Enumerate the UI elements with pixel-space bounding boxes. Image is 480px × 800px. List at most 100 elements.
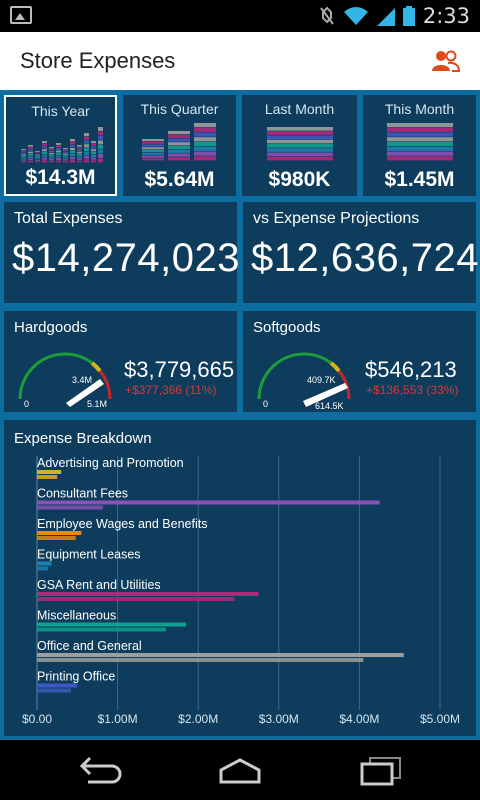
mini-bar <box>142 139 164 142</box>
mini-bar <box>194 137 216 142</box>
mini-bar <box>98 154 103 158</box>
battery-icon <box>402 6 415 26</box>
period-tile-last-month[interactable]: Last Month $980K <box>242 95 357 196</box>
x-tick-label: $5.00M <box>420 712 460 726</box>
expense-bar[interactable] <box>37 658 364 662</box>
mini-bar-chart <box>142 123 216 161</box>
hardgoods-value: $3,779,665 <box>124 357 235 382</box>
mini-bar <box>387 123 453 128</box>
mini-bar <box>84 144 89 148</box>
home-icon[interactable] <box>217 754 263 786</box>
expense-bar[interactable] <box>37 566 49 571</box>
app-bar: Store Expenses <box>0 32 480 90</box>
mini-bar <box>98 131 103 136</box>
expense-bar[interactable] <box>37 470 62 474</box>
mini-bar <box>28 149 33 152</box>
expense-bar[interactable] <box>37 592 259 596</box>
users-icon[interactable] <box>432 50 460 72</box>
mini-bar <box>168 142 190 146</box>
expense-bar[interactable] <box>37 597 235 601</box>
period-tile-this-month[interactable]: This Month $1.45M <box>363 95 476 196</box>
mini-bar <box>28 158 33 161</box>
category-label: Consultant Fees <box>37 487 128 501</box>
mini-bar <box>49 153 54 155</box>
mini-bar <box>267 139 333 144</box>
category-label: GSA Rent and Utilities <box>37 578 161 592</box>
mini-bar <box>49 151 54 153</box>
mini-bar <box>91 149 96 152</box>
softgoods-label: Softgoods <box>253 319 321 336</box>
mini-bar <box>77 156 82 158</box>
expense-bar[interactable] <box>37 627 166 632</box>
category-label: Office and General <box>37 639 142 653</box>
softgoods-tile[interactable]: Softgoods 0 409.7K 614.5K $546,213 +$136… <box>243 311 476 412</box>
mini-bar <box>49 157 54 159</box>
mini-bar <box>267 131 333 135</box>
hardgoods-tile[interactable]: Hardgoods 0 3.4M 5.1M $3,779,665 +$377,3… <box>4 311 237 412</box>
expense-bar[interactable] <box>37 622 187 627</box>
x-tick-label: $1.00M <box>98 712 138 726</box>
period-value: $5.64M <box>144 168 215 191</box>
expense-bar[interactable] <box>37 505 104 510</box>
mini-bar <box>63 148 68 150</box>
period-label: This Quarter <box>140 101 219 117</box>
recent-apps-icon[interactable] <box>358 754 404 786</box>
mini-bar <box>98 127 103 131</box>
mini-bar <box>70 154 75 157</box>
hardgoods-gauge: 0 3.4M 5.1M <box>18 352 112 409</box>
expense-bar[interactable] <box>37 683 78 688</box>
x-tick-label: $3.00M <box>259 712 299 726</box>
gauge-max-label: 5.1M <box>87 399 107 409</box>
mini-bar <box>42 154 47 157</box>
mini-bar <box>91 141 96 144</box>
expense-bar[interactable] <box>37 653 404 657</box>
mini-bar <box>194 123 216 128</box>
x-tick-label: $4.00M <box>339 712 379 726</box>
mini-bar <box>21 161 26 163</box>
total-expenses-label: Total Expenses <box>14 210 123 227</box>
expense-bar[interactable] <box>37 688 71 693</box>
mini-bar <box>63 149 68 152</box>
expense-projections-tile[interactable]: vs Expense Projections $12,636,724 <box>243 202 478 303</box>
mini-bar <box>77 154 82 156</box>
expense-bar[interactable] <box>37 531 82 535</box>
mini-bar <box>98 158 103 163</box>
period-label: Last Month <box>264 101 335 117</box>
period-value: $1.45M <box>384 168 455 191</box>
total-expenses-tile[interactable]: Total Expenses $14,274,023 <box>4 202 239 303</box>
softgoods-delta: +$136,553 (33%) <box>366 383 459 397</box>
softgoods-value: $546,213 <box>365 357 457 382</box>
mini-bar <box>70 148 75 151</box>
expense-bar[interactable] <box>37 536 76 540</box>
category-label: Printing Office <box>37 670 115 684</box>
mini-bar <box>56 155 61 158</box>
mini-bar <box>168 134 190 138</box>
mini-bar <box>56 150 61 153</box>
mini-bar <box>168 153 190 157</box>
period-tile-this-year[interactable]: This Year $14.3M <box>4 95 117 196</box>
expense-bar[interactable] <box>37 500 380 505</box>
mini-bar <box>56 158 61 160</box>
expense-bar[interactable] <box>37 475 58 479</box>
mini-bar <box>21 154 26 156</box>
mini-bar-chart <box>267 127 333 161</box>
period-value: $14.3M <box>25 166 96 189</box>
mini-bar <box>56 153 61 155</box>
mini-bar <box>387 146 453 151</box>
mini-bar <box>142 144 164 147</box>
mini-bar <box>84 151 89 155</box>
mini-bar <box>21 156 26 158</box>
period-tile-this-quarter[interactable]: This Quarter $5.64M <box>123 95 236 196</box>
category-label: Employee Wages and Benefits <box>37 517 207 531</box>
mini-bar <box>35 157 40 158</box>
mini-bar <box>49 159 54 161</box>
mini-bar <box>49 155 54 157</box>
mini-bar <box>35 161 40 163</box>
mini-bar <box>91 143 96 146</box>
expense-bar[interactable] <box>37 561 52 566</box>
mini-bar <box>70 139 75 142</box>
expense-breakdown-tile[interactable]: $0.00 $1.00M $2.00M $3.00M $4.00M $5.00M Adver… <box>4 420 476 736</box>
mini-bar <box>84 133 89 137</box>
back-icon[interactable] <box>76 754 122 786</box>
gallery-notification-icon <box>10 6 32 24</box>
